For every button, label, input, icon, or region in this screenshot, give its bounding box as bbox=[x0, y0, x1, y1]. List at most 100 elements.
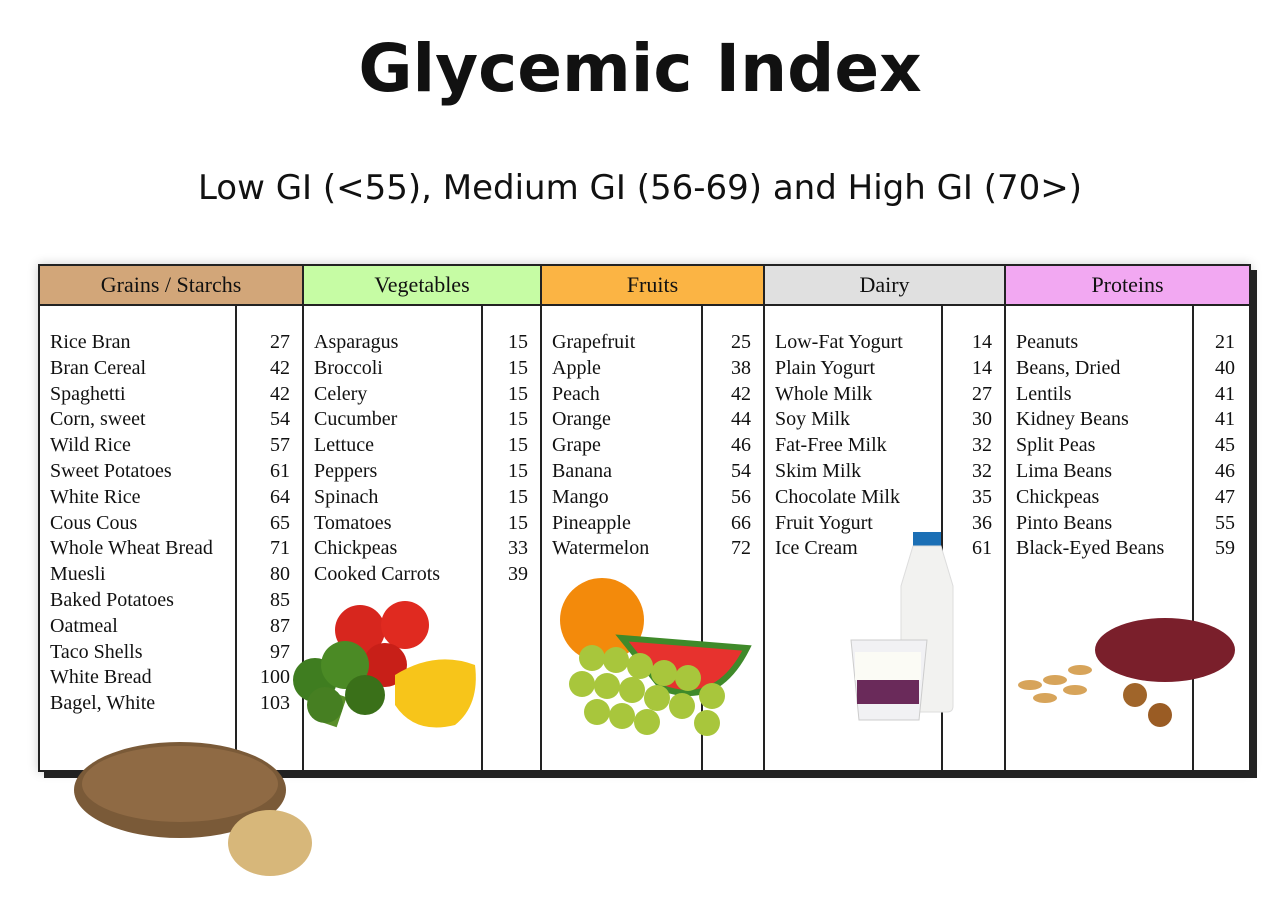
food-row: Asparagus 15 bbox=[314, 330, 534, 356]
gi-value: 57 bbox=[270, 434, 290, 457]
gi-value: 25 bbox=[731, 331, 751, 353]
gi-value: 61 bbox=[270, 459, 290, 482]
gi-value: 27 bbox=[972, 382, 992, 405]
food-name: Fat-Free Milk bbox=[775, 434, 887, 457]
food-row: Chickpeas 33 bbox=[314, 536, 534, 562]
column-divider bbox=[481, 306, 483, 770]
food-name: Cucumber bbox=[314, 408, 398, 431]
food-name: Chickpeas bbox=[314, 537, 398, 560]
food-name: Lima Beans bbox=[1016, 459, 1113, 482]
gi-value: 35 bbox=[972, 485, 992, 508]
food-row: Pineapple 66 bbox=[552, 511, 757, 537]
gi-value: 30 bbox=[972, 408, 992, 431]
food-row: Bagel, White 103 bbox=[50, 691, 296, 717]
category-header: Proteins bbox=[1006, 266, 1249, 306]
food-row: Banana 54 bbox=[552, 459, 757, 485]
food-name: Baked Potatoes bbox=[50, 588, 174, 611]
food-row: Grape 46 bbox=[552, 433, 757, 459]
food-name: Chickpeas bbox=[1016, 485, 1100, 508]
food-row: Grapefruit 25 bbox=[552, 330, 757, 356]
gi-value: 65 bbox=[270, 511, 290, 534]
food-row: Bran Cereal 42 bbox=[50, 356, 296, 382]
food-row: Rice Bran 27 bbox=[50, 330, 296, 356]
column-divider bbox=[235, 306, 237, 770]
category-header: Dairy bbox=[765, 266, 1004, 306]
gi-value: 42 bbox=[270, 356, 290, 379]
food-row: Peanuts 21 bbox=[1016, 330, 1243, 356]
food-name: Soy Milk bbox=[775, 408, 851, 431]
food-name: Chocolate Milk bbox=[775, 485, 900, 508]
food-name: Taco Shells bbox=[50, 640, 143, 663]
gi-value: 54 bbox=[731, 459, 751, 482]
food-name: Rice Bran bbox=[50, 331, 131, 353]
food-row: Wild Rice 57 bbox=[50, 433, 296, 459]
column-divider bbox=[941, 306, 943, 770]
food-name: Spinach bbox=[314, 485, 379, 508]
gi-value: 59 bbox=[1215, 537, 1235, 560]
food-row: Peppers 15 bbox=[314, 459, 534, 485]
category-column-proteins: Proteins Peanuts 21 Beans, Dried 40 Lentils 41… bbox=[1006, 266, 1249, 770]
gi-value: 47 bbox=[1215, 485, 1235, 508]
gi-value: 15 bbox=[508, 356, 528, 379]
gi-value: 42 bbox=[731, 382, 751, 405]
food-name: Corn, sweet bbox=[50, 408, 146, 431]
food-row: Oatmeal 87 bbox=[50, 614, 296, 640]
food-name: Oatmeal bbox=[50, 614, 118, 637]
food-row: Corn, sweet 54 bbox=[50, 407, 296, 433]
gi-value: 15 bbox=[508, 485, 528, 508]
food-name: Peppers bbox=[314, 459, 378, 482]
gi-value: 45 bbox=[1215, 434, 1235, 457]
food-row: Fat-Free Milk 32 bbox=[775, 433, 998, 459]
food-row: Lettuce 15 bbox=[314, 433, 534, 459]
food-row: Tomatoes 15 bbox=[314, 511, 534, 537]
food-row: Baked Potatoes 85 bbox=[50, 588, 296, 614]
category-header: Grains / Starchs bbox=[40, 266, 302, 306]
food-name: Watermelon bbox=[552, 537, 650, 560]
gi-value: 55 bbox=[1215, 511, 1235, 534]
food-row: Ice Cream 61 bbox=[775, 536, 998, 562]
category-column-grains-starchs: Grains / Starchs Rice Bran 27 Bran Cereal 42… bbox=[40, 266, 304, 770]
glycemic-index-table: Grains / Starchs Rice Bran 27 Bran Cereal 42… bbox=[38, 264, 1251, 772]
food-name: Lentils bbox=[1016, 382, 1072, 405]
gi-value: 71 bbox=[270, 537, 290, 560]
food-row: Orange 44 bbox=[552, 407, 757, 433]
gi-value: 41 bbox=[1215, 408, 1235, 431]
column-divider bbox=[1192, 306, 1194, 770]
food-list: Peanuts 21 Beans, Dried 40 Lentils 41 Kidney B… bbox=[1016, 330, 1243, 562]
gi-value: 15 bbox=[508, 459, 528, 482]
gi-value: 61 bbox=[972, 537, 992, 560]
food-list: Grapefruit 25 Apple 38 Peach 42 Orange 44 Grape 4… bbox=[552, 330, 757, 562]
gi-value: 39 bbox=[508, 563, 528, 586]
gi-value: 14 bbox=[972, 356, 992, 379]
food-name: Grape bbox=[552, 434, 601, 457]
gi-value: 66 bbox=[731, 511, 751, 534]
gi-value: 54 bbox=[270, 408, 290, 431]
food-name: Bagel, White bbox=[50, 692, 156, 715]
food-name: Fruit Yogurt bbox=[775, 511, 873, 534]
food-row: Black-Eyed Beans 59 bbox=[1016, 536, 1243, 562]
food-name: Broccoli bbox=[314, 356, 383, 379]
food-name: Asparagus bbox=[314, 331, 399, 353]
food-name: Skim Milk bbox=[775, 459, 862, 482]
food-name: Celery bbox=[314, 382, 368, 405]
food-row: Split Peas 45 bbox=[1016, 433, 1243, 459]
food-name: Pineapple bbox=[552, 511, 631, 534]
food-row: Chocolate Milk 35 bbox=[775, 485, 998, 511]
food-row: Soy Milk 30 bbox=[775, 407, 998, 433]
food-name: Wild Rice bbox=[50, 434, 131, 457]
gi-value: 14 bbox=[972, 331, 992, 353]
gi-value: 15 bbox=[508, 382, 528, 405]
food-list: Rice Bran 27 Bran Cereal 42 Spaghetti 42 Corn,… bbox=[50, 330, 296, 717]
category-column-dairy: Dairy Low-Fat Yogurt 14 Plain Yogurt 14 Whole… bbox=[765, 266, 1006, 770]
gi-value: 80 bbox=[270, 563, 290, 586]
food-name: Lettuce bbox=[314, 434, 374, 457]
food-name: Grapefruit bbox=[552, 331, 636, 353]
food-name: White Rice bbox=[50, 485, 141, 508]
page-title: Glycemic Index bbox=[358, 30, 922, 107]
food-row: Sweet Potatoes 61 bbox=[50, 459, 296, 485]
gi-value: 97 bbox=[270, 640, 290, 663]
food-row: White Rice 64 bbox=[50, 485, 296, 511]
food-row: Celery 15 bbox=[314, 382, 534, 408]
food-row: Taco Shells 97 bbox=[50, 640, 296, 666]
food-name: Low-Fat Yogurt bbox=[775, 331, 903, 353]
